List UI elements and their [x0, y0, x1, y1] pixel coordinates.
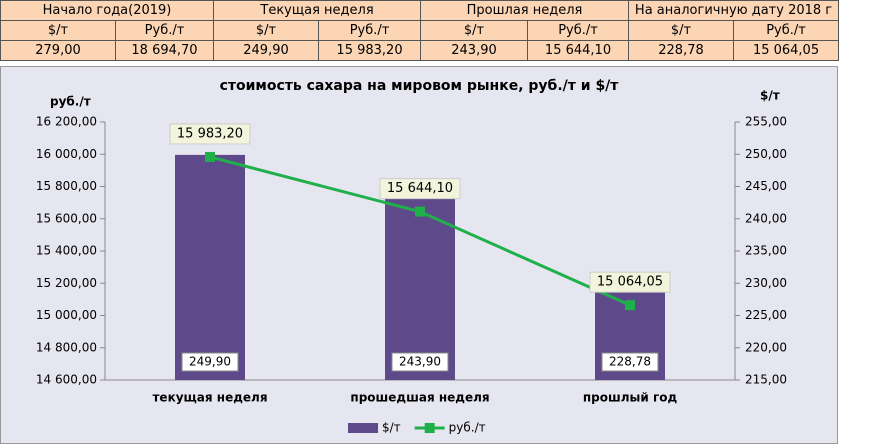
y-tick-label: 15 200,00 [36, 276, 97, 290]
y2-tick-label: 245,00 [745, 179, 787, 193]
y-tick-label: 15 800,00 [36, 179, 97, 193]
y2-tick-label: 250,00 [745, 147, 787, 161]
value-cell: 249,90 [213, 40, 319, 61]
x-tick-label: прошедшая неделя [350, 391, 489, 405]
y2-tick-label: 240,00 [745, 211, 787, 225]
legend-label: руб./т [449, 421, 486, 435]
chart-title: стоимость сахара на мировом рынке, руб./… [220, 78, 620, 94]
y-tick-label: 15 400,00 [36, 244, 97, 258]
line-label: 15 983,20 [177, 126, 243, 141]
table-row: $/т Руб./т $/т Руб./т $/т Руб./т $/т Руб./т [0, 20, 840, 41]
value-cell: 15 983,20 [317, 40, 422, 61]
line-label-box [379, 178, 461, 200]
legend-label: $/т [382, 421, 401, 435]
y2-tick-label: 225,00 [745, 308, 787, 322]
y2-tick-label: 255,00 [745, 115, 787, 129]
y2-tick-label: 220,00 [745, 340, 787, 354]
line-label: 15 064,05 [597, 275, 663, 290]
y-tick-label: 14 800,00 [36, 340, 97, 354]
line-marker [625, 300, 635, 311]
value-cell: 15 064,05 [733, 40, 840, 61]
line-marker [205, 151, 215, 162]
y-tick-label: 16 200,00 [36, 115, 97, 129]
value-cell: 228,78 [628, 40, 735, 61]
header-cell: Текущая неделя [212, 0, 422, 21]
unit-cell: Руб./т [115, 20, 214, 41]
y2-tick-label: 235,00 [745, 244, 787, 258]
unit-cell: $/т [213, 20, 319, 41]
legend-swatch [348, 423, 378, 433]
line-marker [415, 206, 425, 217]
x-tick-label: текущая неделя [152, 391, 267, 405]
bar-label-box [391, 352, 449, 372]
unit-cell: $/т [0, 20, 116, 41]
y2-tick-label: 215,00 [745, 373, 787, 387]
unit-cell: Руб./т [317, 20, 422, 41]
value-cell: 18 694,70 [115, 40, 214, 61]
bar [385, 193, 455, 380]
y-tick-label: 16 000,00 [36, 147, 97, 161]
line-label-box [169, 123, 251, 145]
y-tick-label: 14 600,00 [36, 373, 97, 387]
price-table: Начало года(2019) Текущая неделя Прошлая н… [0, 0, 840, 61]
line-label: 15 644,10 [387, 181, 453, 196]
table-body: Начало года(2019) Текущая неделя Прошлая н… [0, 0, 840, 61]
unit-cell: Руб./т [733, 20, 840, 41]
bar-label-box [181, 352, 239, 372]
unit-cell: $/т [628, 20, 735, 41]
y-tick-label: 15 000,00 [36, 308, 97, 322]
y-tick-label: 15 600,00 [36, 211, 97, 225]
header-cell: Начало года(2019) [0, 0, 214, 21]
line-label-box [589, 271, 671, 293]
unit-cell: $/т [420, 20, 529, 41]
bar-label: 228,78 [609, 355, 651, 369]
legend-marker [424, 423, 435, 433]
table-row: 279,00 18 694,70 249,90 15 983,20 243,90 15 6… [0, 40, 840, 61]
header-cell: Прошлая неделя [420, 0, 630, 21]
table-row: Начало года(2019) Текущая неделя Прошлая н… [0, 0, 840, 21]
bar-label: 249,90 [189, 355, 231, 369]
y2-axis-label: $/т [760, 89, 780, 103]
bar-label-box [601, 352, 659, 372]
bar [175, 154, 245, 380]
x-tick-label: прошлый год [583, 391, 678, 405]
header-cell: На аналогичную дату 2018 г [628, 0, 840, 21]
y-axis-label: руб./т [50, 95, 91, 109]
unit-cell: Руб./т [527, 20, 630, 41]
y2-tick-label: 230,00 [745, 276, 787, 290]
value-cell: 243,90 [420, 40, 529, 61]
value-cell: 279,00 [0, 40, 116, 61]
value-cell: 15 644,10 [527, 40, 630, 61]
bar-label: 243,90 [399, 355, 441, 369]
chart: стоимость сахара на мировом рынке, руб./… [0, 66, 838, 444]
